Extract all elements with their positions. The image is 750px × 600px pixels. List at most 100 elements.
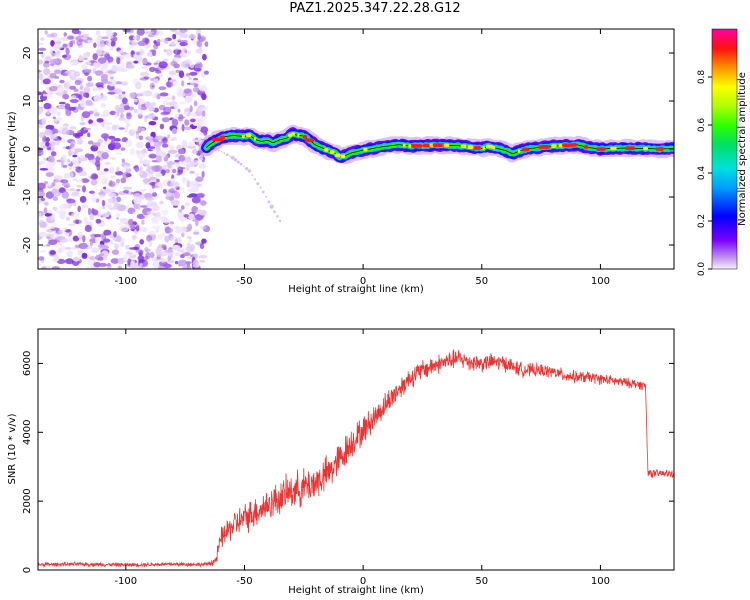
noise-blob [59, 242, 63, 246]
noise-blob [152, 204, 161, 212]
noise-blob [187, 223, 193, 231]
noise-blob [61, 54, 68, 59]
noise-blob [93, 42, 97, 48]
noise-blob [57, 229, 63, 235]
ridge-hotspot [432, 143, 443, 147]
noise-blob [38, 215, 44, 219]
noise-blob [40, 37, 45, 41]
noise-blob [196, 40, 202, 47]
noise-blob [197, 118, 206, 124]
snr-series-line [38, 349, 674, 569]
noise-blob [79, 90, 85, 95]
noise-blob [84, 99, 93, 106]
noise-blob [101, 199, 106, 207]
noise-blob [113, 231, 117, 238]
noise-blob [174, 159, 180, 163]
noise-blob [191, 148, 198, 155]
noise-blob [179, 29, 188, 33]
noise-blob [101, 36, 109, 40]
branch-dot [245, 167, 249, 171]
noise-blob [74, 148, 84, 153]
snr-x-axis-label: Height of straight line (km) [288, 585, 424, 596]
noise-blob [116, 166, 120, 172]
noise-blob [76, 184, 83, 188]
noise-blob [151, 165, 160, 173]
noise-blob [72, 154, 78, 158]
noise-blob [174, 191, 180, 199]
noise-blob [189, 181, 197, 189]
noise-blob [122, 53, 132, 59]
noise-blob [178, 70, 185, 78]
noise-blob [63, 82, 69, 88]
noise-blob [62, 43, 68, 48]
ridge-hotspot [562, 143, 572, 148]
noise-blob [118, 127, 125, 130]
noise-blob [177, 148, 185, 154]
noise-blob [144, 255, 149, 261]
noise-blob [184, 63, 191, 68]
noise-blob [112, 32, 118, 37]
noise-blob [54, 210, 62, 213]
noise-blob [59, 203, 67, 211]
noise-blob [100, 74, 108, 80]
ridge-hotspot [655, 147, 663, 151]
noise-blob [100, 103, 107, 108]
noise-blob [204, 41, 209, 47]
ridge-hotspot [572, 143, 577, 147]
ridge-hotspot [610, 146, 615, 151]
noise-blob [116, 217, 120, 220]
noise-blob [97, 152, 102, 158]
noise-blob [91, 247, 99, 254]
noise-blob [164, 169, 171, 174]
noise-blob [103, 186, 107, 190]
noise-blob [172, 168, 177, 174]
ridge-hotspot [241, 134, 245, 139]
noise-blob [52, 232, 59, 239]
spectrogram-y-axis-label: Frequency (Hz) [7, 111, 18, 187]
noise-blob [87, 207, 92, 216]
noise-blob [106, 39, 112, 47]
noise-blob [48, 239, 58, 246]
noise-blob [196, 107, 202, 113]
noise-blob [170, 29, 177, 32]
noise-blob [71, 147, 76, 150]
noise-blob [49, 250, 56, 255]
noise-blob [133, 60, 139, 64]
noise-blob [108, 200, 118, 204]
noise-blob [69, 203, 73, 207]
noise-blob [116, 62, 125, 70]
noise-blob [70, 172, 74, 179]
noise-blob [80, 157, 88, 162]
noise-blob [148, 153, 157, 159]
spectrogram-noise-region [38, 29, 211, 269]
noise-blob [189, 170, 195, 174]
noise-blob [125, 251, 133, 255]
noise-blob [38, 262, 42, 267]
branch-dot [269, 204, 274, 209]
noise-blob [133, 108, 138, 114]
noise-blob [64, 184, 71, 188]
noise-blob [83, 92, 90, 98]
noise-blob [42, 78, 51, 85]
noise-blob [139, 158, 144, 165]
noise-blob [94, 160, 101, 167]
spectrogram-ridge [198, 124, 674, 165]
y-tick-label: 6000 [22, 351, 33, 376]
noise-blob [53, 175, 63, 181]
branch-dot [253, 178, 257, 181]
noise-blob [107, 79, 117, 87]
noise-blob [198, 254, 208, 259]
noise-blob [155, 247, 162, 255]
noise-blob [192, 87, 200, 93]
noise-blob [183, 214, 189, 218]
noise-blob [100, 232, 105, 240]
noise-blob [50, 151, 57, 157]
noise-blob [46, 33, 55, 38]
noise-blob [115, 95, 120, 100]
noise-blob [112, 142, 122, 150]
noise-blob [181, 248, 185, 252]
noise-blob [57, 247, 63, 254]
noise-blob [133, 93, 144, 97]
noise-blob [156, 178, 160, 183]
noise-blob [66, 216, 70, 221]
